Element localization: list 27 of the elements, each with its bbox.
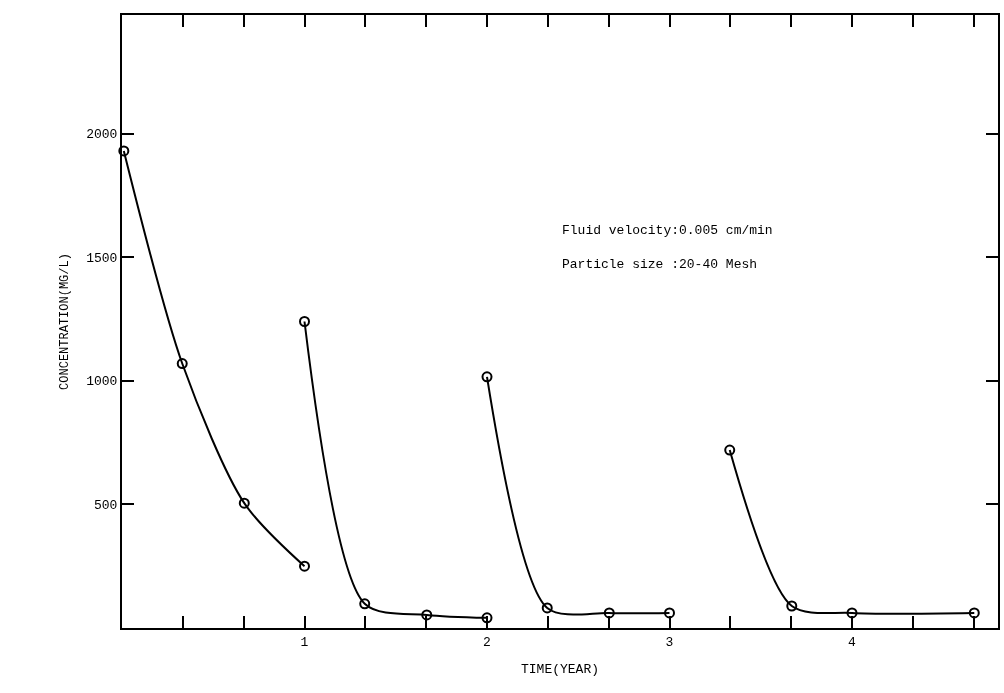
point [176,358,188,370]
point [664,607,675,619]
y-tick-label: 2000 [86,127,118,143]
point [481,612,493,624]
point [299,316,310,327]
x-tick-label: 4 [848,634,857,650]
point [359,598,371,610]
x-tick-label: 1 [300,634,309,650]
point [481,371,493,383]
y-axis-title: CONCENTRATION(MG/L) [57,253,72,390]
y-tick-label: 1500 [86,250,118,266]
point [541,602,553,614]
text: Fluid velocity:0.005 cm/min Particle size :20-40 Mesh [562,223,773,272]
point [603,607,615,619]
point [299,560,310,572]
point [118,145,130,157]
x-axis-title: TIME(YEAR) [520,661,600,677]
point [421,609,433,621]
point [968,607,980,619]
point [724,444,736,456]
y-tick-label: 500 [93,497,118,513]
x-tick-label: 2 [483,634,491,650]
point [786,600,798,612]
point [846,607,858,619]
point [238,497,250,509]
x-tick-label: 3 [665,634,674,650]
y-tick-label: 1000 [86,374,118,390]
